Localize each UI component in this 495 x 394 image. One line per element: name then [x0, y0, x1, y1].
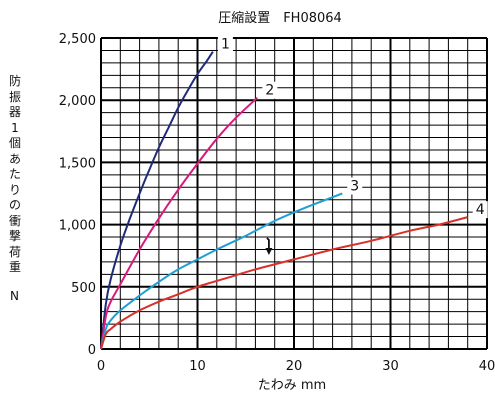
y-axis-label-char: た	[8, 167, 21, 181]
y-axis-unit: N	[10, 289, 19, 303]
x-tick-label: 40	[479, 359, 495, 374]
y-axis-label-char: 個	[8, 136, 21, 150]
y-axis-label-char: 撃	[8, 229, 21, 243]
series-label-bg	[262, 81, 278, 99]
series-label-3: 3	[350, 179, 359, 195]
y-axis-label-char: 器	[8, 105, 21, 119]
y-tick-label: 500	[71, 281, 96, 296]
arrow-head	[265, 248, 273, 255]
series-label-1: 1	[221, 37, 230, 53]
series-label-4: 4	[476, 202, 485, 218]
x-axis-label: たわみ mm	[258, 378, 326, 393]
y-axis-label-char: あ	[8, 151, 21, 166]
x-tick-label: 0	[97, 359, 105, 374]
x-tick-labels: 0 10 20 30 40	[97, 359, 495, 374]
series-line-1	[100, 51, 214, 350]
y-tick-label: 0	[88, 343, 96, 358]
y-axis-label-char: 1	[11, 120, 19, 135]
series-line-2	[100, 96, 258, 350]
series-lines	[100, 51, 468, 350]
major-grid	[100, 37, 488, 350]
x-tick-label: 10	[189, 359, 206, 374]
y-axis-label-char: 防	[8, 74, 21, 88]
series-label-bg	[347, 177, 363, 195]
y-axis-label-char: り	[8, 182, 21, 197]
series-labels: 1 2 3 4	[217, 35, 488, 219]
series-line-4	[100, 216, 468, 350]
series-label-bg	[217, 35, 233, 53]
series-label-2: 2	[265, 83, 274, 99]
chart-title: 圧縮設置 FH08064	[218, 10, 342, 26]
y-axis-label-char: の	[8, 198, 21, 212]
x-tick-label: 20	[286, 359, 303, 374]
y-axis-label-char: 振	[8, 89, 21, 104]
y-axis-label-char: 荷	[8, 244, 21, 259]
y-axis-label-char: 重	[8, 260, 21, 274]
y-tick-label: 1,500	[59, 156, 96, 171]
y-tick-label: 2,500	[59, 32, 96, 47]
x-tick-label: 30	[382, 359, 399, 374]
y-tick-label: 1,000	[59, 219, 96, 234]
arrow-annotation	[265, 237, 273, 255]
y-tick-label: 2,000	[59, 94, 96, 109]
y-axis-label-char: 衝	[8, 213, 21, 228]
series-line-3	[100, 192, 343, 350]
series-label-bg	[472, 201, 488, 219]
y-tick-labels: 0 500 1,000 1,500 2,000 2,500	[59, 32, 96, 358]
